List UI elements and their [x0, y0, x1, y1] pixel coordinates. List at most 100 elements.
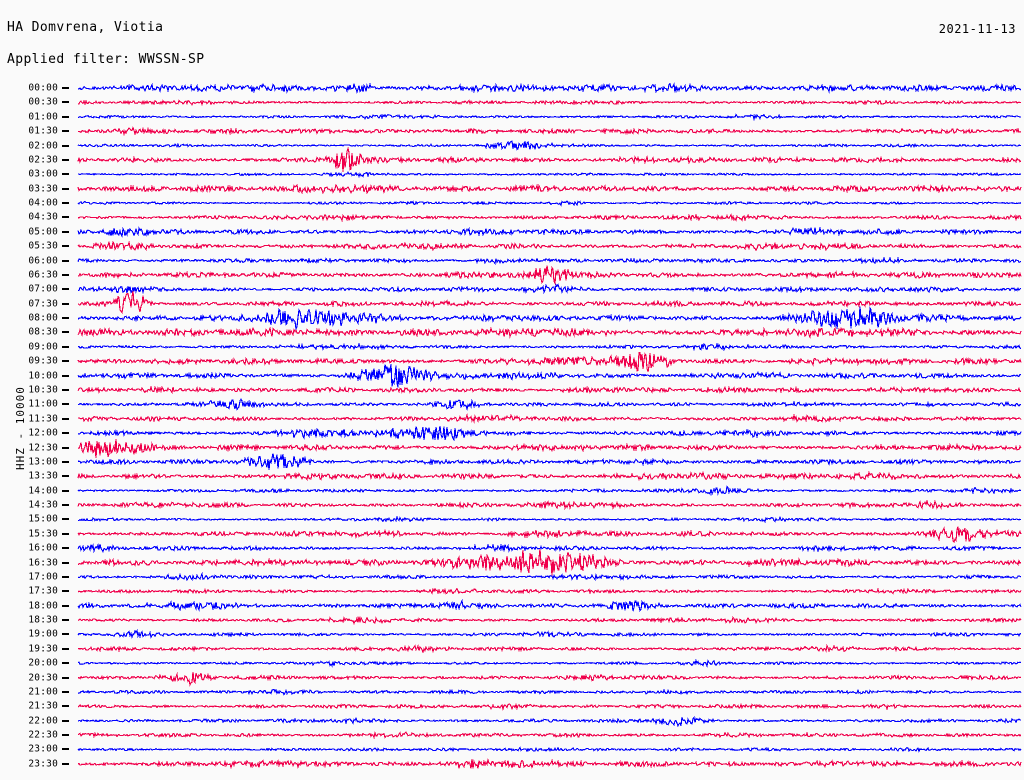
time-tick-mark	[62, 662, 69, 665]
time-tick-label: 16:00	[28, 542, 58, 554]
time-tick-mark	[62, 130, 69, 133]
time-tick-label: 10:30	[28, 384, 58, 396]
time-tick-mark	[62, 417, 69, 420]
seismic-trace	[77, 290, 1022, 314]
time-tick-mark	[62, 302, 69, 305]
seismic-trace	[77, 746, 1022, 753]
time-tick-label: 22:30	[28, 729, 58, 741]
time-tick-mark	[62, 388, 69, 391]
time-tick-mark	[62, 374, 69, 377]
time-tick-label: 18:30	[28, 614, 58, 626]
seismic-trace	[77, 598, 1022, 612]
time-tick-mark	[62, 619, 69, 622]
seismic-trace	[77, 306, 1022, 331]
time-tick-label: 18:00	[28, 600, 58, 612]
time-tick-label: 19:30	[28, 643, 58, 655]
seismic-trace	[77, 470, 1022, 482]
time-tick-mark	[62, 115, 69, 118]
seismic-trace	[77, 757, 1022, 770]
time-tick-mark	[62, 288, 69, 291]
filter-label: Applied filter: WWSSN-SP	[7, 52, 205, 67]
time-tick-mark	[62, 173, 69, 176]
seismic-trace	[77, 99, 1022, 107]
time-tick-mark	[62, 345, 69, 348]
seismic-trace	[77, 485, 1022, 496]
time-tick-mark	[62, 590, 69, 593]
time-tick-label: 14:00	[28, 485, 58, 497]
seismic-trace	[77, 351, 1022, 372]
time-tick-label: 06:30	[28, 269, 58, 281]
seismic-trace	[77, 226, 1022, 238]
time-tick-label: 21:00	[28, 686, 58, 698]
time-tick-mark	[62, 216, 69, 219]
seismic-trace	[77, 688, 1022, 696]
time-tick-mark	[62, 604, 69, 607]
time-tick-label: 11:00	[28, 398, 58, 410]
seismic-trace	[78, 126, 1022, 137]
seismic-trace	[77, 587, 1022, 595]
seismic-trace	[77, 213, 1022, 223]
time-tick-label: 20:30	[28, 672, 58, 684]
time-tick-label: 05:30	[28, 240, 58, 252]
time-tick-label: 16:30	[28, 557, 58, 569]
time-tick-label: 13:00	[28, 456, 58, 468]
time-tick-mark	[62, 690, 69, 693]
seismic-trace	[77, 671, 1022, 687]
time-tick-mark	[62, 475, 69, 478]
time-tick-mark	[62, 446, 69, 449]
time-tick-label: 15:30	[28, 528, 58, 540]
time-tick-mark	[62, 230, 69, 233]
time-tick-label: 12:30	[28, 442, 58, 453]
time-tick-label: 05:00	[28, 226, 58, 238]
seismic-trace	[77, 542, 1022, 554]
seismic-trace	[77, 385, 1022, 395]
time-axis-labels: 00:00 00:30 01:00 01:30 02:00 02:30 03:00 03:30…	[0, 0, 69, 780]
time-tick-label: 13:30	[28, 470, 58, 482]
time-tick-mark	[62, 561, 69, 564]
time-tick-label: 20:00	[28, 657, 58, 669]
seismic-trace	[77, 702, 1022, 712]
time-tick-label: 03:30	[28, 183, 58, 195]
seismic-trace	[77, 283, 1022, 295]
seismic-trace	[77, 453, 1022, 470]
time-tick-label: 00:30	[28, 96, 58, 108]
time-tick-mark	[62, 532, 69, 535]
seismic-trace	[77, 240, 1022, 252]
seismic-trace	[77, 140, 1022, 151]
time-tick-mark	[62, 676, 69, 679]
seismic-trace	[77, 515, 1022, 524]
seismic-trace	[77, 413, 1022, 424]
time-tick-mark	[62, 633, 69, 636]
seismic-trace	[77, 265, 1022, 286]
time-tick-label: 21:30	[28, 700, 58, 712]
seismic-trace	[77, 629, 1022, 640]
time-tick-label: 08:00	[28, 312, 58, 324]
seismic-trace	[77, 549, 1022, 576]
time-tick-label: 06:00	[28, 255, 58, 267]
seismic-trace	[77, 200, 1022, 207]
time-tick-label: 08:30	[28, 326, 58, 338]
time-tick-mark	[62, 187, 69, 190]
time-tick-mark	[62, 460, 69, 463]
time-tick-mark	[62, 748, 69, 751]
time-tick-label: 23:30	[28, 758, 58, 770]
time-tick-label: 22:00	[28, 715, 58, 727]
time-tick-label: 14:30	[28, 499, 58, 511]
time-tick-label: 23:00	[28, 743, 58, 755]
time-tick-label: 09:30	[28, 355, 58, 367]
time-tick-mark	[62, 489, 69, 492]
time-tick-mark	[62, 762, 69, 765]
time-tick-label: 09:00	[28, 341, 58, 353]
time-tick-mark	[62, 360, 69, 363]
time-tick-mark	[62, 259, 69, 262]
seismic-trace	[77, 146, 1022, 173]
page-title: HA Domvrena, Viotia	[7, 20, 164, 35]
seismic-trace	[77, 615, 1022, 626]
date-label: 2021-11-13	[938, 22, 1016, 36]
seismic-trace	[77, 716, 1022, 728]
seismic-trace	[77, 82, 1022, 94]
time-tick-mark	[62, 432, 69, 435]
